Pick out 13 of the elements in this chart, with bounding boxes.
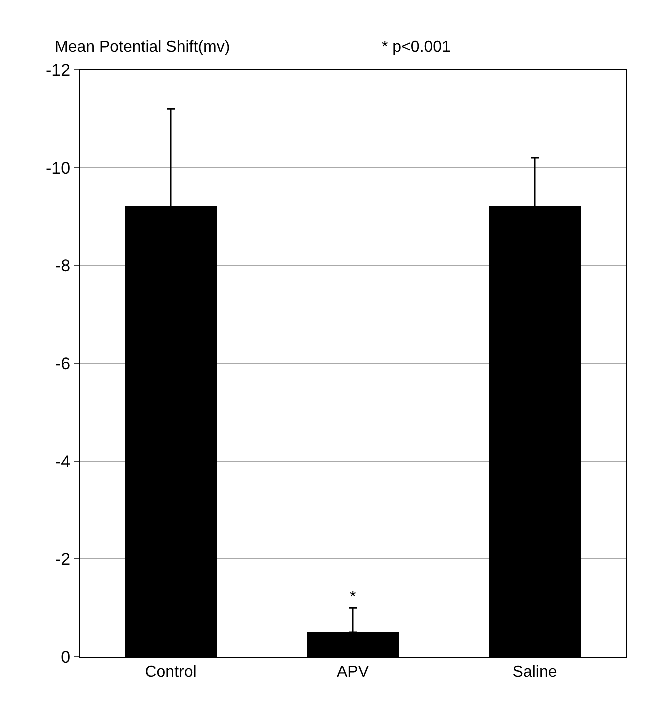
x-tick-label: Control xyxy=(145,664,197,682)
y-tick-label: -12 xyxy=(46,60,71,80)
y-tick-label: -4 xyxy=(55,452,71,472)
y-tick-label: -6 xyxy=(55,354,71,374)
y-tick-label: -8 xyxy=(55,256,71,276)
y-tick-label: -2 xyxy=(55,550,71,570)
y-tick-label: 0 xyxy=(61,648,71,667)
y-axis-title: Mean Potential Shift(mv) xyxy=(55,39,230,56)
x-tick-label: Saline xyxy=(512,664,558,682)
text: * p<0.001 xyxy=(382,39,452,56)
annotation: * xyxy=(350,589,356,606)
x-tick-label: APV xyxy=(336,664,370,682)
y-tick-label: -10 xyxy=(46,158,71,178)
